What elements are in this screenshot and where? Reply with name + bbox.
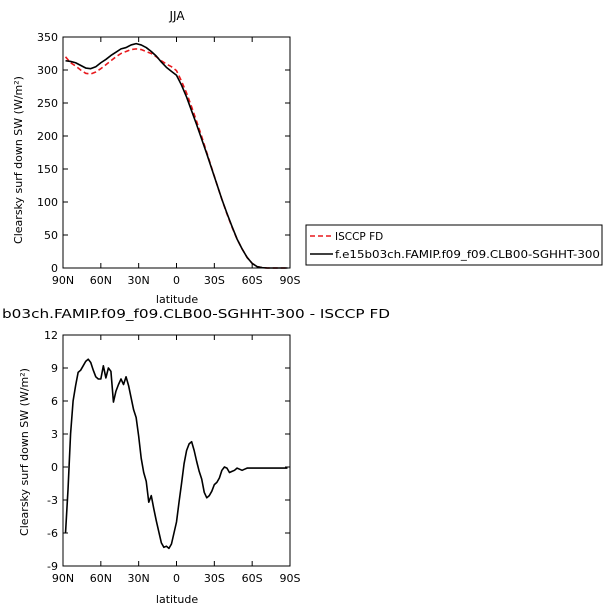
bottom-x-tick-label: 60S (242, 572, 263, 585)
top-series-line-1 (64, 48, 288, 269)
top-x-tick-label: 90N (52, 274, 74, 287)
top-x-tick-label: 30S (204, 274, 225, 287)
bottom-x-tick-label: 30S (204, 572, 225, 585)
bottom-panel: b03ch.FAMIP.f09_f09.CLB00-SGHHT-300 - IS… (2, 307, 390, 606)
top-y-tick-label: 200 (37, 130, 58, 143)
bottom-y-tick-label: -9 (47, 560, 58, 573)
bottom-x-tick-label: 90S (280, 572, 301, 585)
bottom-x-axis-title: latitude (156, 593, 198, 606)
top-x-tick-label: 0 (173, 274, 180, 287)
bottom-y-tick-label: -3 (47, 494, 58, 507)
top-x-tick-label: 30N (128, 274, 150, 287)
bottom-x-tick-label: 90N (52, 572, 74, 585)
legend-box (305, 224, 603, 266)
bottom-chart-title: b03ch.FAMIP.f09_f09.CLB00-SGHHT-300 - IS… (2, 307, 390, 321)
top-y-tick-label: 100 (37, 196, 58, 209)
top-panel: JJA 90N 60N 30N 0 30S 60S 90S 0 50 100 150 200 250 30… (12, 9, 301, 306)
legend: ISCCP FD f.e15b03ch.FAMIP.f09_f09.CLB00-… (305, 224, 603, 266)
top-y-tick-label: 50 (44, 229, 58, 242)
bottom-x-tick-label: 60N (90, 572, 112, 585)
bottom-y-tick-label: 0 (51, 461, 58, 474)
top-y-tick-label: 0 (51, 262, 58, 275)
legend-label-model: f.e15b03ch.FAMIP.f09_f09.CLB00-SGHHT-300 (335, 249, 600, 261)
top-ticks: 90N 60N 30N 0 30S 60S 90S 0 50 100 150 200 250 300 350 (37, 31, 301, 287)
top-x-axis-title: latitude (156, 293, 198, 306)
top-y-tick-label: 250 (37, 97, 58, 110)
bottom-y-axis-title: Clearsky surf down SW (W/m²) (18, 368, 31, 536)
bottom-y-tick-label: 12 (44, 329, 58, 342)
top-y-tick-label: 300 (37, 64, 58, 77)
top-x-tick-label: 90S (280, 274, 301, 287)
bottom-ticks: 90N 60N 30N 0 30S 60S 90S -9 -6 -3 0 3 6 9 12 (44, 329, 301, 585)
top-series-line-2 (65, 42, 288, 269)
top-y-axis-title: Clearsky surf down SW (W/m²) (12, 76, 25, 244)
bottom-y-tick-label: 9 (51, 362, 58, 375)
top-x-tick-label: 60S (242, 274, 263, 287)
legend-label-isccp: ISCCP FD (335, 231, 383, 243)
bottom-x-tick-label: 0 (173, 572, 180, 585)
top-series-layer (64, 42, 288, 269)
bottom-plot-frame (62, 334, 291, 567)
bottom-y-tick-label: -6 (47, 527, 58, 540)
bottom-y-tick-label: 6 (51, 395, 58, 408)
bottom-y-tick-label: 3 (51, 428, 58, 441)
top-y-tick-label: 350 (37, 31, 58, 44)
bottom-x-tick-label: 30N (128, 572, 150, 585)
bottom-series-line-1 (64, 358, 288, 550)
top-chart-title: JJA (168, 9, 185, 23)
top-x-tick-label: 60N (90, 274, 112, 287)
top-y-tick-label: 150 (37, 163, 58, 176)
bottom-series-layer (64, 358, 288, 550)
